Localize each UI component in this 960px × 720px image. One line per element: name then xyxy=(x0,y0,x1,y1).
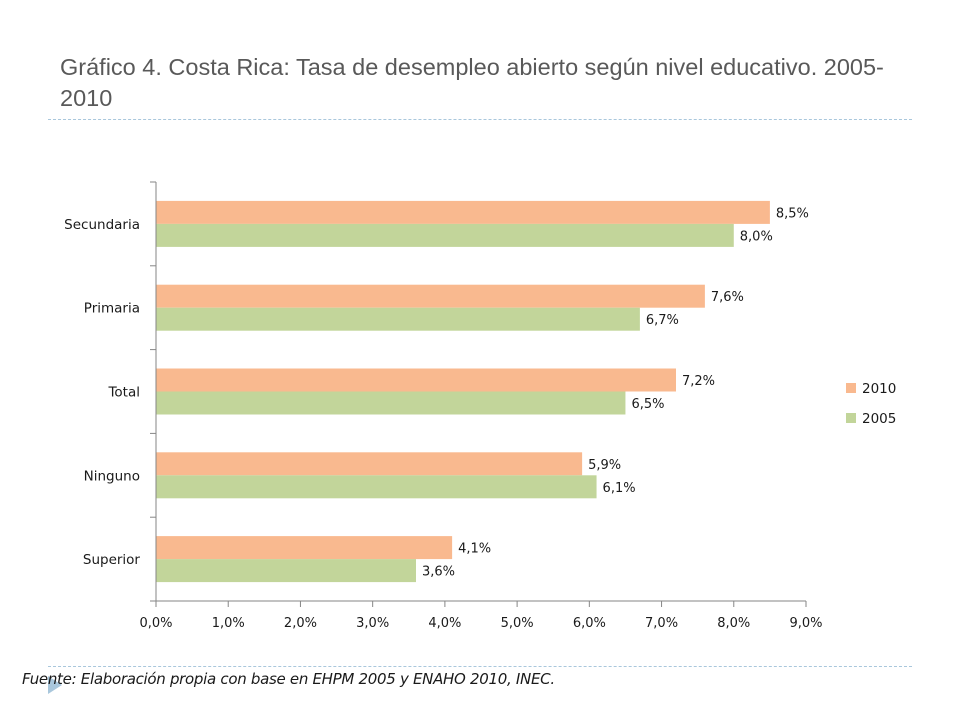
chart-title: Gráfico 4. Costa Rica: Tasa de desempleo… xyxy=(60,54,884,111)
bar-2005-superior xyxy=(156,559,416,583)
bar-2005-ninguno xyxy=(156,475,597,499)
x-tick-label: 1,0% xyxy=(212,616,245,631)
bar-2005-primaria xyxy=(156,307,640,331)
legend-label-2005: 2005 xyxy=(862,411,896,427)
data-label-2005-total: 6,5% xyxy=(631,397,664,412)
x-tick-label: 7,0% xyxy=(645,616,678,631)
data-label-2005-secundaria: 8,0% xyxy=(740,229,773,244)
category-label-ninguno: Ninguno xyxy=(84,468,140,484)
x-tick-label: 8,0% xyxy=(717,616,750,631)
x-tick-label: 4,0% xyxy=(428,616,461,631)
data-label-2005-primaria: 6,7% xyxy=(646,313,679,328)
x-tick-label: 5,0% xyxy=(501,616,534,631)
x-tick-label: 9,0% xyxy=(789,616,822,631)
data-label-2010-superior: 4,1% xyxy=(458,542,491,557)
data-label-2010-total: 7,2% xyxy=(682,374,715,389)
data-label-2005-superior: 3,6% xyxy=(422,565,455,580)
x-tick-label: 3,0% xyxy=(356,616,389,631)
bar-2010-ninguno xyxy=(156,452,583,476)
bottom-divider xyxy=(48,666,912,667)
bar-2005-total xyxy=(156,391,626,415)
top-divider xyxy=(48,119,912,120)
category-label-superior: Superior xyxy=(83,552,141,568)
legend-swatch-2005 xyxy=(846,413,856,423)
x-tick-label: 0,0% xyxy=(139,616,172,631)
bar-2010-secundaria xyxy=(156,200,770,224)
data-label-2010-ninguno: 5,9% xyxy=(588,458,621,473)
bar-2005-secundaria xyxy=(156,223,734,247)
data-label-2010-secundaria: 8,5% xyxy=(776,206,809,221)
category-label-total: Total xyxy=(107,385,140,401)
bar-2010-primaria xyxy=(156,284,705,308)
data-label-2005-ninguno: 6,1% xyxy=(603,481,636,496)
play-arrow-icon xyxy=(48,676,62,694)
x-tick-label: 6,0% xyxy=(573,616,606,631)
legend-label-2010: 2010 xyxy=(862,381,896,397)
category-label-primaria: Primaria xyxy=(84,301,140,317)
bar-2010-total xyxy=(156,368,676,392)
data-label-2010-primaria: 7,6% xyxy=(711,290,744,305)
source-note: Fuente: Elaboración propia con base en E… xyxy=(22,670,555,688)
x-tick-label: 2,0% xyxy=(284,616,317,631)
bar-2010-superior xyxy=(156,536,453,560)
legend-swatch-2010 xyxy=(846,383,856,393)
category-label-secundaria: Secundaria xyxy=(64,217,140,233)
